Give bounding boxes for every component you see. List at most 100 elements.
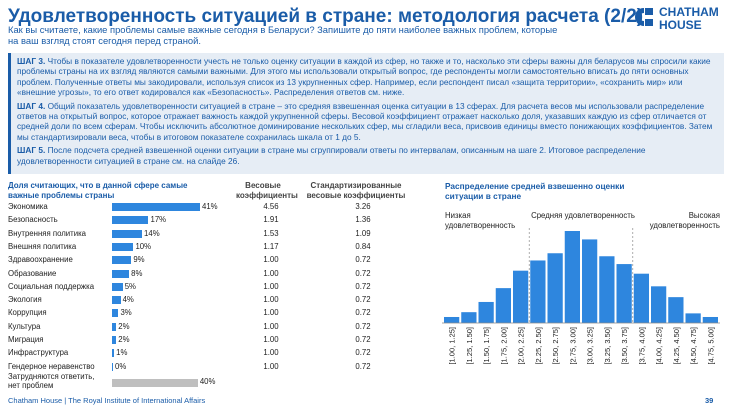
methodology-steps-panel: ШАГ 3. Чтобы в показателе удовлетворенно… bbox=[8, 53, 724, 174]
table-row: Коррупция 3% 1.00 0.72 bbox=[8, 306, 398, 320]
share-value: 17% bbox=[150, 215, 167, 225]
share-value: 1% bbox=[116, 348, 128, 358]
table-row: Внешняя политика 10% 1.17 0.84 bbox=[8, 240, 398, 254]
table-row: Экология 4% 1.00 0.72 bbox=[8, 293, 398, 307]
share-bar bbox=[112, 229, 143, 238]
histogram-bar bbox=[616, 264, 632, 323]
share-bar bbox=[112, 309, 119, 318]
weight-value: 1.00 bbox=[263, 281, 279, 291]
histogram-tick-label: [1.75, 2.00] bbox=[499, 327, 508, 365]
step-5: ШАГ 5. После подсчета средней взвешенной… bbox=[17, 145, 716, 166]
std-weight-value: 1.09 bbox=[355, 228, 371, 238]
std-weight-value: 0.72 bbox=[355, 321, 371, 331]
share-bar bbox=[112, 242, 134, 251]
histogram-bar bbox=[633, 273, 649, 323]
row-label: Коррупция bbox=[8, 308, 47, 318]
step-text: Общий показатель удовлетворенности ситуа… bbox=[17, 100, 713, 142]
histogram-bar bbox=[582, 239, 598, 323]
table-row: Инфраструктура 1% 1.00 0.72 bbox=[8, 346, 398, 360]
row-label: Затрудняются ответить, нет проблем bbox=[8, 372, 95, 390]
std-weight-value: 0.72 bbox=[355, 348, 371, 358]
logo-line-1: CHATHAM bbox=[659, 5, 719, 19]
share-bar bbox=[112, 349, 115, 358]
share-bar bbox=[112, 282, 123, 291]
chatham-house-mark-icon bbox=[635, 8, 653, 26]
step-3: ШАГ 3. Чтобы в показателе удовлетворенно… bbox=[17, 56, 716, 98]
row-label: Здравоохранение bbox=[8, 255, 73, 265]
weight-value: 1.53 bbox=[263, 228, 279, 238]
table-row: Экономика 41% 4.56 3.26 bbox=[8, 200, 398, 214]
logo-line-2: HOUSE bbox=[659, 17, 702, 32]
step-label: ШАГ 3. bbox=[17, 56, 46, 66]
row-label: Безопасность bbox=[8, 215, 58, 225]
high-satisfaction-label: Высокая удовлетворенность bbox=[649, 211, 720, 230]
step-text: После подсчета средней взвешенной оценки… bbox=[17, 145, 646, 166]
share-value: 8% bbox=[131, 268, 143, 278]
histogram-tick-label: [2.50, 2.75] bbox=[551, 327, 560, 365]
share-bar bbox=[112, 203, 200, 211]
histogram-tick-label: [3.00, 3.25] bbox=[586, 327, 595, 365]
footer-source: Chatham House | The Royal Institute of I… bbox=[8, 396, 206, 405]
step-label: ШАГ 5. bbox=[17, 145, 46, 156]
low-satisfaction-label: Низкая удовлетворенность bbox=[445, 211, 516, 230]
share-bar bbox=[112, 362, 113, 371]
table-row: Затрудняются ответить, нет проблем 40% bbox=[8, 372, 398, 390]
share-value: 41% bbox=[202, 202, 218, 211]
share-bar bbox=[112, 296, 121, 305]
std-weight-value: 1.36 bbox=[355, 215, 371, 225]
row-label: Культура bbox=[8, 321, 41, 331]
row-label: Экономика bbox=[8, 202, 48, 211]
histogram-tick-label: [4.50, 4.75] bbox=[689, 327, 698, 365]
histogram-title: Распределение средней взвешенно оценки с… bbox=[445, 181, 625, 201]
weight-value: 1.00 bbox=[263, 308, 279, 318]
table-row: Здравоохранение 9% 1.00 0.72 bbox=[8, 253, 398, 267]
row-label: Внешняя политика bbox=[8, 241, 77, 251]
histogram-tick-label: [2.00, 2.25] bbox=[517, 327, 526, 365]
histogram-bar bbox=[547, 253, 563, 323]
table-row: Миграция 2% 1.00 0.72 bbox=[8, 333, 398, 347]
satisfaction-histogram: [1.00, 1.25] [1.25, 1.50] [1.50, 1.75] [1.7… bbox=[442, 228, 720, 365]
share-bar bbox=[112, 379, 198, 387]
histogram-tick-label: [2.25, 2.50] bbox=[534, 327, 543, 365]
step-4: ШАГ 4. Общий показатель удовлетворенност… bbox=[17, 101, 716, 143]
weight-value: 1.00 bbox=[263, 255, 279, 265]
share-value: 2% bbox=[118, 321, 130, 331]
col-header-weight: Весовые коэффициенты bbox=[236, 181, 298, 200]
histogram-bar bbox=[495, 288, 511, 323]
share-value: 4% bbox=[122, 295, 134, 305]
share-value: 14% bbox=[144, 228, 160, 238]
table-row: Культура 2% 1.00 0.72 bbox=[8, 320, 398, 334]
weight-value: 1.00 bbox=[263, 335, 279, 344]
histogram-tick-label: [3.75, 4.00] bbox=[637, 327, 646, 365]
step-text: Чтобы в показателе удовлетворенности уче… bbox=[17, 56, 711, 98]
histogram-bar bbox=[444, 316, 460, 323]
table-row: Образование 8% 1.00 0.72 bbox=[8, 267, 398, 281]
histogram-bar bbox=[513, 270, 529, 323]
histogram-tick-label: [2.75, 3.00] bbox=[568, 327, 577, 365]
histogram-tick-label: [3.25, 3.50] bbox=[603, 327, 612, 365]
row-label: Инфраструктура bbox=[8, 348, 69, 358]
survey-question: Как вы считаете, какие проблемы самые ва… bbox=[8, 24, 558, 47]
histogram-tick-label: [4.75, 5.00] bbox=[706, 327, 715, 365]
weight-value: 1.00 bbox=[263, 321, 279, 331]
weight-value: 1.91 bbox=[263, 215, 279, 225]
histogram-bar bbox=[685, 313, 701, 323]
page-number: 39 bbox=[705, 396, 714, 405]
std-weight-value: 0.72 bbox=[355, 295, 371, 305]
medium-satisfaction-label: Средняя удовлетворенность bbox=[531, 211, 635, 220]
row-label: Внутренняя политика bbox=[8, 228, 87, 238]
table-row: Безопасность 17% 1.91 1.36 bbox=[8, 213, 398, 227]
std-weight-value: 0.72 bbox=[355, 361, 371, 371]
weight-value: 1.00 bbox=[263, 295, 279, 305]
histogram-tick-label: [4.00, 4.25] bbox=[655, 327, 664, 365]
weight-value: 1.00 bbox=[263, 348, 279, 358]
share-bar bbox=[112, 322, 117, 331]
row-label: Социальная поддержка bbox=[8, 281, 95, 291]
page-title: Удовлетворенность ситуацией в стране: ме… bbox=[8, 6, 644, 27]
histogram-bar bbox=[651, 286, 667, 323]
share-bar bbox=[112, 256, 132, 265]
share-bar bbox=[112, 216, 149, 225]
histogram-tick-label: [1.25, 1.50] bbox=[465, 327, 474, 365]
row-label: Миграция bbox=[8, 335, 44, 344]
std-weight-value: 3.26 bbox=[355, 202, 371, 211]
